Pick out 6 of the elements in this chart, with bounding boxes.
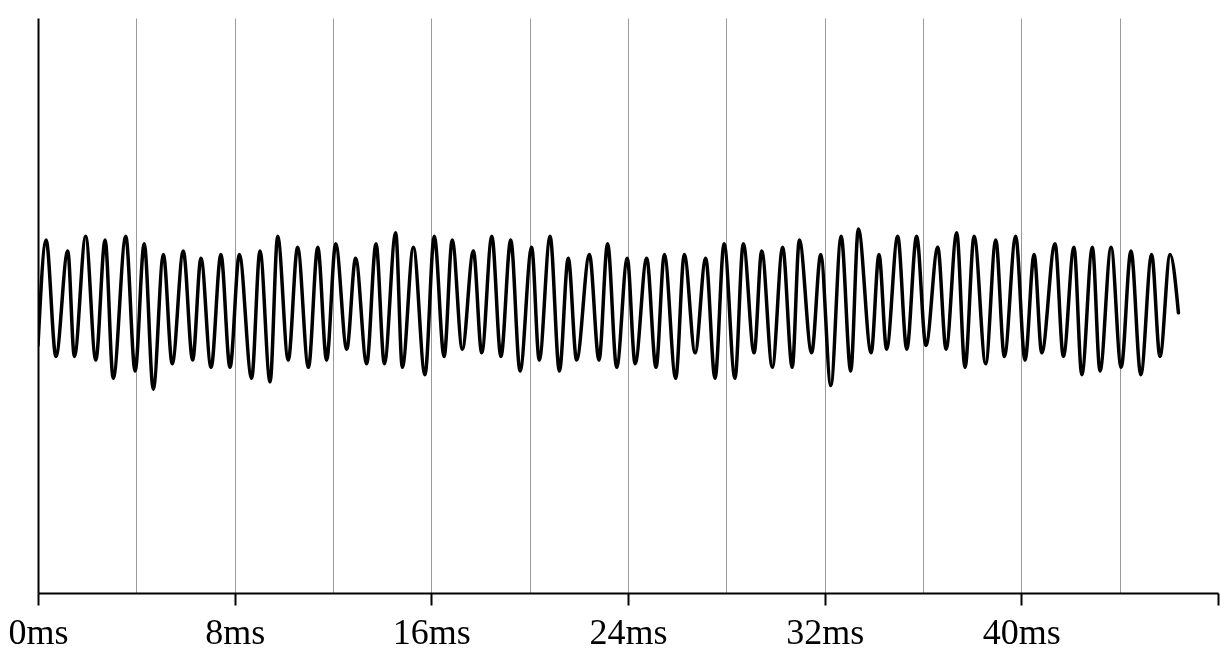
x-tick-label: 32ms [786,611,865,652]
x-tick-label: 24ms [589,611,668,652]
x-tick-label: 16ms [392,611,471,652]
x-tick-label: 40ms [982,611,1061,652]
x-tick-label: 0ms [8,611,69,652]
x-tick-label: 8ms [205,611,266,652]
